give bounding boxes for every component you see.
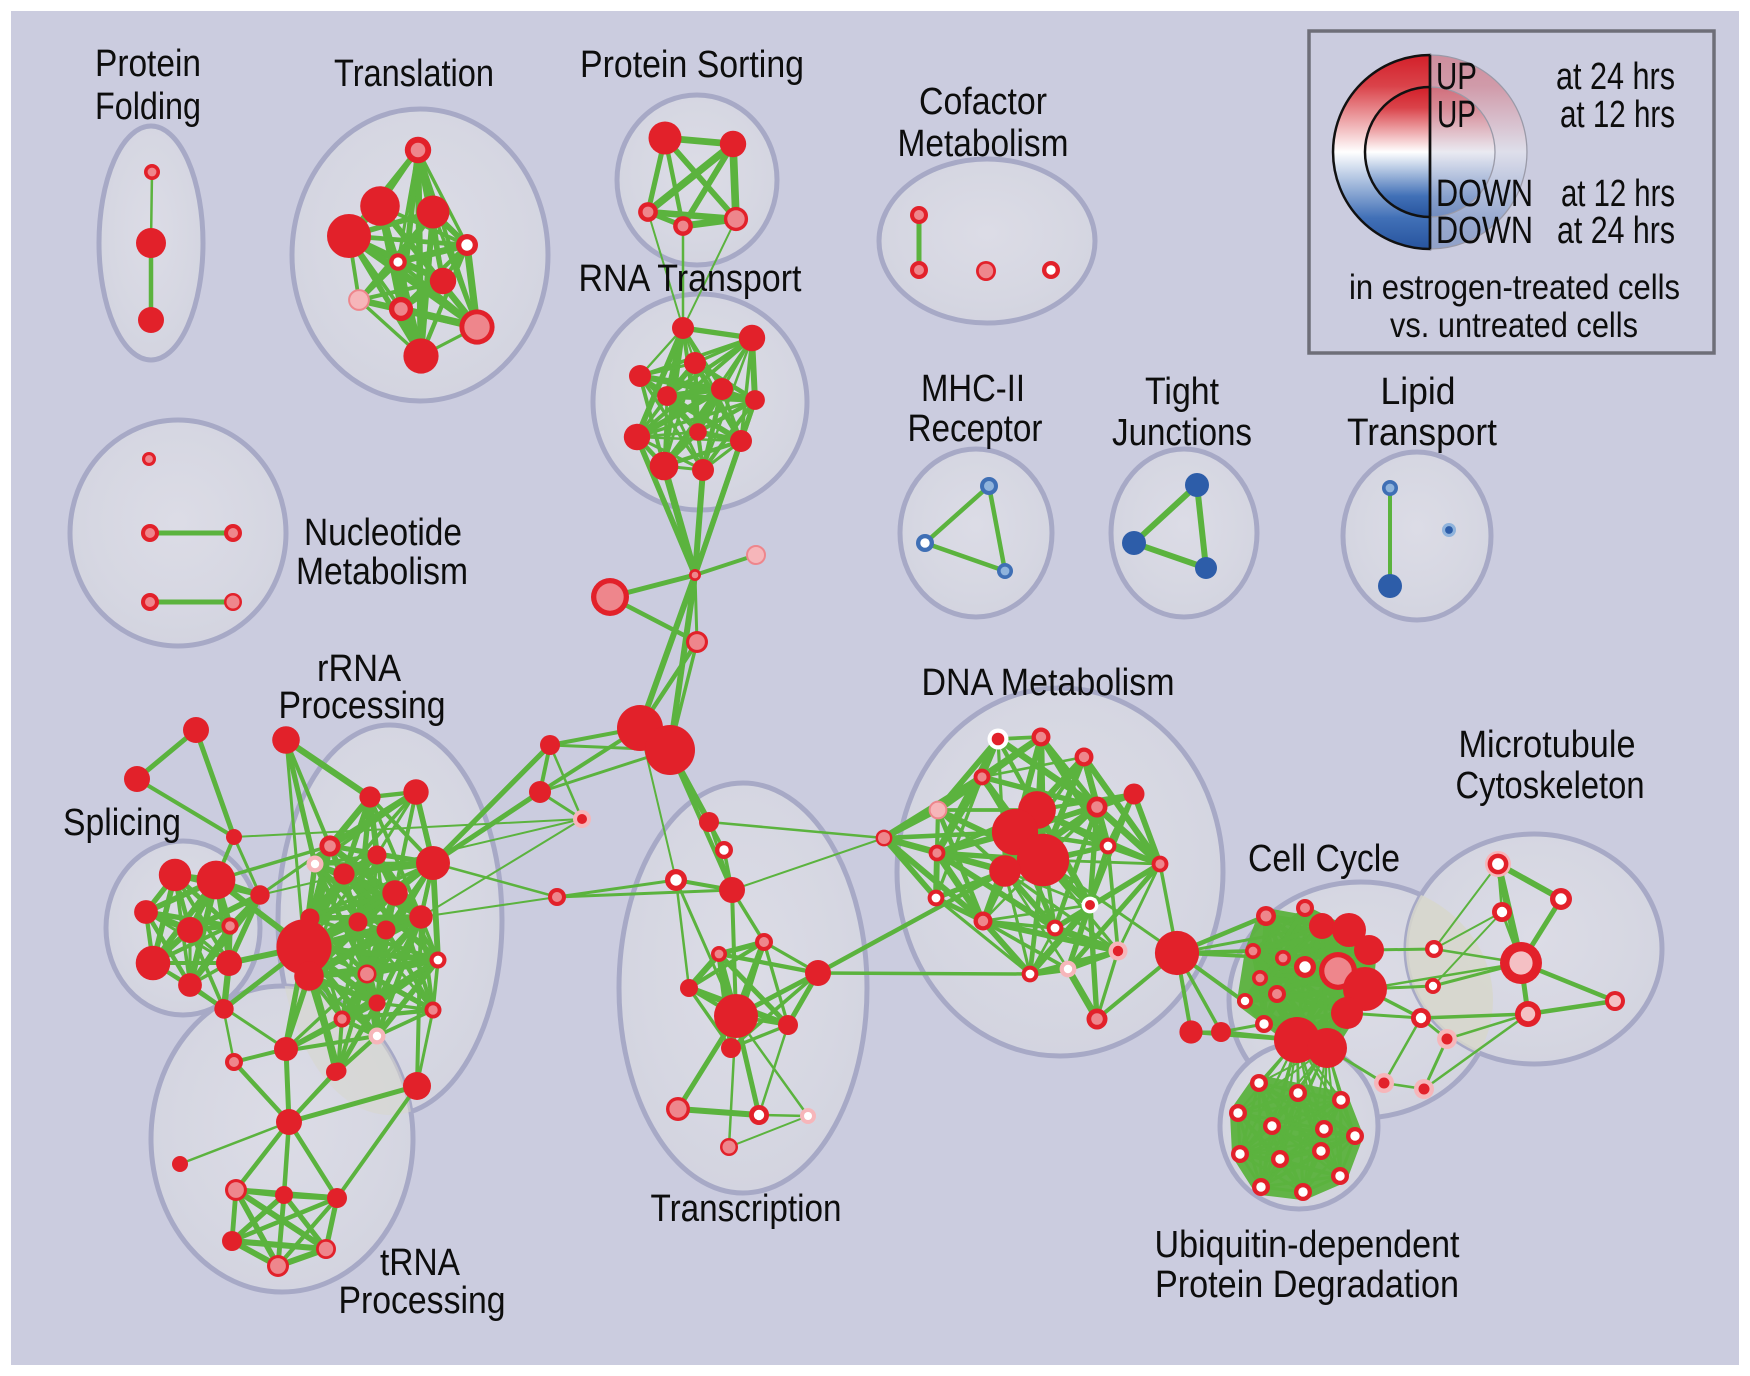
svg-text:Translation: Translation [334,53,494,95]
svg-text:in estrogen-treated cells: in estrogen-treated cells [1349,268,1680,307]
svg-text:Processing: Processing [279,685,446,727]
svg-text:Metabolism: Metabolism [296,551,468,593]
svg-text:Ubiquitin-dependent: Ubiquitin-dependent [1155,1224,1460,1266]
svg-text:Folding: Folding [95,86,201,128]
svg-text:RNA Transport: RNA Transport [579,258,802,300]
svg-text:DOWN: DOWN [1436,210,1533,252]
svg-text:UP: UP [1437,94,1476,136]
svg-text:UP: UP [1436,56,1477,98]
svg-text:Tight: Tight [1145,371,1219,413]
svg-text:rRNA: rRNA [317,648,402,690]
svg-text:Splicing: Splicing [63,802,181,844]
svg-text:Transport: Transport [1347,412,1497,454]
svg-text:Junctions: Junctions [1112,412,1252,454]
svg-text:at 24 hrs: at 24 hrs [1556,56,1675,98]
svg-text:Protein Degradation: Protein Degradation [1155,1264,1459,1306]
svg-text:Lipid: Lipid [1381,371,1456,413]
svg-text:at 12 hrs: at 12 hrs [1560,94,1675,136]
svg-text:MHC-II: MHC-II [921,368,1025,410]
svg-text:Protein: Protein [95,43,201,85]
svg-text:DNA Metabolism: DNA Metabolism [922,662,1175,704]
svg-text:Receptor: Receptor [908,408,1043,450]
svg-text:Transcription: Transcription [651,1188,842,1230]
svg-text:Metabolism: Metabolism [898,123,1069,165]
svg-text:Protein Sorting: Protein Sorting [580,44,804,86]
svg-text:Cell Cycle: Cell Cycle [1248,838,1400,880]
svg-text:Processing: Processing [339,1280,506,1322]
svg-text:at 24 hrs: at 24 hrs [1557,210,1675,252]
svg-text:at 12 hrs: at 12 hrs [1561,173,1675,215]
svg-text:vs. untreated cells: vs. untreated cells [1390,306,1638,345]
svg-text:Cytoskeleton: Cytoskeleton [1456,765,1645,807]
svg-text:Cofactor: Cofactor [919,81,1047,123]
svg-text:tRNA: tRNA [380,1242,461,1284]
svg-text:Microtubule: Microtubule [1459,724,1636,766]
svg-text:Nucleotide: Nucleotide [304,512,462,554]
svg-text:DOWN: DOWN [1436,173,1533,215]
